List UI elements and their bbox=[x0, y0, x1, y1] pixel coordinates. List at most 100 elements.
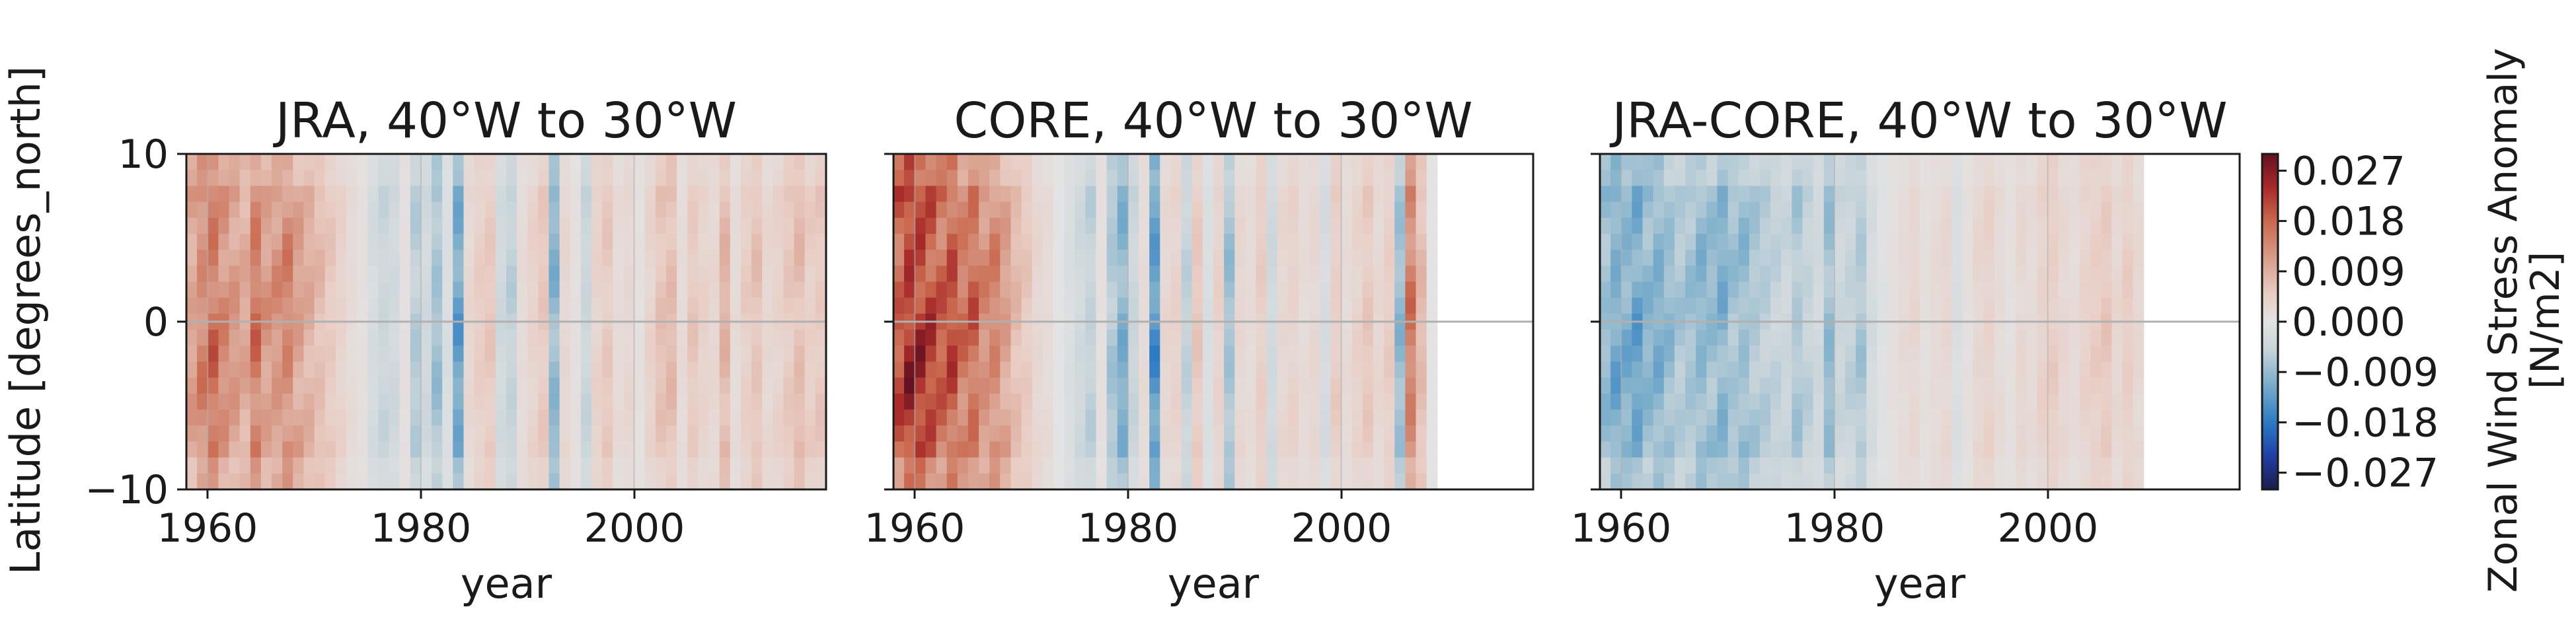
heatmap-cell bbox=[751, 457, 763, 474]
heatmap-cell bbox=[815, 234, 827, 250]
heatmap-cell bbox=[989, 201, 1001, 219]
heatmap-cell bbox=[218, 250, 230, 266]
heatmap-cell bbox=[1610, 473, 1622, 490]
heatmap-cell bbox=[1823, 281, 1835, 299]
heatmap-cell bbox=[730, 281, 741, 299]
heatmap-cell bbox=[2111, 186, 2123, 203]
heatmap-cell bbox=[2090, 154, 2102, 170]
heatmap-cell bbox=[1160, 186, 1171, 203]
heatmap-cell bbox=[1224, 393, 1235, 410]
heatmap-cell bbox=[260, 170, 272, 186]
heatmap-cell bbox=[1920, 250, 1931, 266]
heatmap-cell bbox=[1685, 297, 1696, 314]
heatmap-cell bbox=[719, 186, 731, 203]
heatmap-cell bbox=[2026, 361, 2037, 378]
heatmap-cell bbox=[1139, 473, 1150, 490]
heatmap-cell bbox=[2080, 201, 2091, 219]
heatmap-cell bbox=[378, 297, 390, 314]
heatmap-cell bbox=[740, 441, 752, 458]
heatmap-cell bbox=[1362, 345, 1374, 363]
heatmap-cell bbox=[1010, 393, 1022, 410]
heatmap-cell bbox=[272, 425, 283, 442]
heatmap-cell bbox=[1405, 410, 1417, 426]
heatmap-cell bbox=[239, 457, 251, 474]
heatmap-cell bbox=[644, 217, 656, 234]
heatmap-cell bbox=[1373, 170, 1384, 186]
heatmap-cell bbox=[208, 297, 219, 314]
heatmap-cell bbox=[208, 234, 219, 250]
heatmap-cell bbox=[1696, 425, 1707, 442]
heatmap-cell bbox=[1245, 154, 1257, 170]
heatmap-cell bbox=[1299, 297, 1310, 314]
heatmap-cell bbox=[1192, 393, 1203, 410]
heatmap-cell bbox=[1727, 330, 1739, 346]
heatmap-cell bbox=[1621, 154, 1632, 170]
heatmap-cell bbox=[740, 266, 752, 283]
heatmap-cell bbox=[1426, 425, 1438, 442]
heatmap-cell bbox=[389, 281, 400, 299]
heatmap-cell bbox=[1181, 201, 1193, 219]
heatmap-cell bbox=[2122, 154, 2134, 170]
heatmap-cell bbox=[1663, 473, 1675, 490]
heatmap-cell bbox=[2080, 410, 2091, 426]
heatmap-cell bbox=[989, 266, 1001, 283]
heatmap-cell bbox=[979, 234, 990, 250]
heatmap-cell bbox=[2026, 186, 2037, 203]
heatmap-cell bbox=[1962, 266, 1974, 283]
heatmap-cell bbox=[634, 266, 646, 283]
heatmap-cell bbox=[314, 234, 326, 250]
heatmap-cell bbox=[303, 217, 315, 234]
heatmap-cell bbox=[538, 266, 550, 283]
heatmap-cell bbox=[346, 410, 358, 426]
heatmap-cell bbox=[708, 473, 720, 490]
heatmap-cell bbox=[229, 266, 241, 283]
heatmap-cell bbox=[2026, 393, 2037, 410]
heatmap-cell bbox=[708, 393, 720, 410]
heatmap-cell bbox=[989, 441, 1001, 458]
heatmap-cell bbox=[474, 410, 486, 426]
heatmap-cell bbox=[357, 393, 368, 410]
heatmap-cell bbox=[925, 441, 937, 458]
heatmap-cell bbox=[2026, 377, 2037, 394]
heatmap-cell bbox=[282, 473, 293, 490]
heatmap-cell bbox=[1749, 377, 1761, 394]
heatmap-cell bbox=[1394, 186, 1406, 203]
heatmap-cell bbox=[208, 410, 219, 426]
heatmap-cell bbox=[936, 410, 948, 426]
heatmap-cell bbox=[197, 425, 208, 442]
heatmap-cell bbox=[1160, 473, 1171, 490]
heatmap-cell bbox=[1760, 330, 1771, 346]
heatmap-cell bbox=[1106, 234, 1118, 250]
heatmap-cell bbox=[762, 170, 773, 186]
heatmap-cell bbox=[1706, 345, 1718, 363]
heatmap-cell bbox=[335, 345, 347, 363]
heatmap-cell bbox=[432, 154, 443, 170]
heatmap-cell bbox=[1299, 154, 1310, 170]
heatmap-cell bbox=[314, 425, 326, 442]
heatmap-cell bbox=[1920, 345, 1931, 363]
heatmap-cell bbox=[1856, 186, 1867, 203]
heatmap-cell bbox=[1245, 186, 1257, 203]
heatmap-cell bbox=[1234, 410, 1246, 426]
heatmap-cell bbox=[979, 345, 990, 363]
heatmap-cell bbox=[1738, 393, 1750, 410]
heatmap-cell bbox=[730, 170, 741, 186]
heatmap-cell bbox=[773, 473, 784, 490]
heatmap-cell bbox=[2047, 234, 2059, 250]
heatmap-cell bbox=[250, 457, 262, 474]
heatmap-cell bbox=[432, 441, 443, 458]
heatmap-cell bbox=[1920, 217, 1931, 234]
heatmap-cell bbox=[2101, 217, 2112, 234]
heatmap-cell bbox=[1823, 410, 1835, 426]
heatmap-cell bbox=[1909, 330, 1920, 346]
heatmap-cell bbox=[1341, 186, 1353, 203]
heatmap-cell bbox=[2047, 186, 2059, 203]
heatmap-cell bbox=[1277, 330, 1289, 346]
heatmap-cell bbox=[1749, 393, 1761, 410]
heatmap-cell bbox=[1127, 170, 1139, 186]
heatmap-cell bbox=[250, 154, 262, 170]
heatmap-cell bbox=[484, 410, 496, 426]
heatmap-cell bbox=[915, 297, 926, 314]
heatmap-cell bbox=[1096, 393, 1108, 410]
heatmap-cell bbox=[751, 217, 763, 234]
